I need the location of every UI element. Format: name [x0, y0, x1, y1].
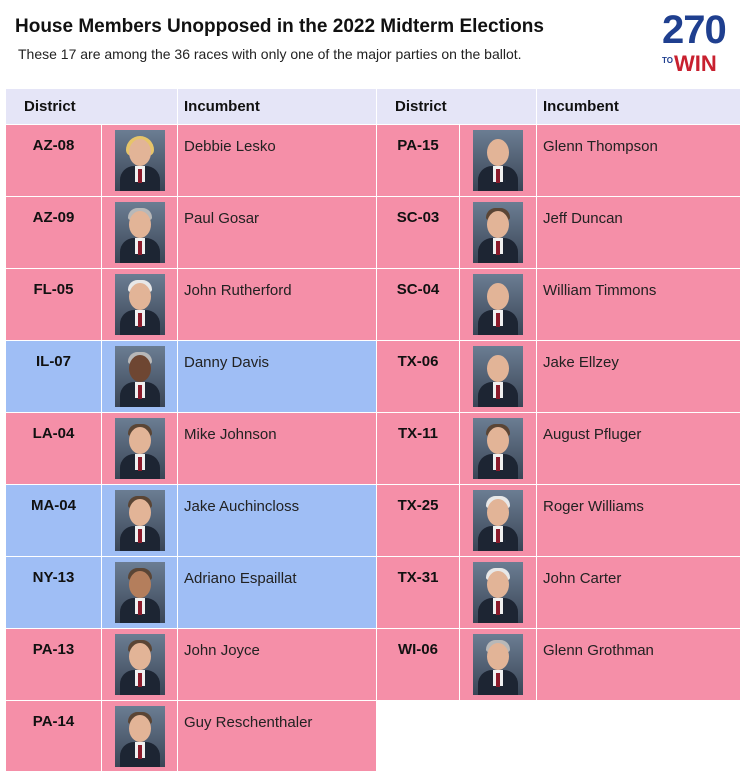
photo-cell [459, 196, 537, 269]
photo-cell [459, 700, 537, 771]
table-row: IL-07 Danny Davis TX-06 Jake Ellzey [5, 340, 741, 413]
table-row: AZ-08 Debbie Lesko PA-15 Glenn Thompson [5, 124, 741, 197]
logo-number: 270 [662, 8, 727, 52]
incumbent-name[interactable]: Jeff Duncan [536, 196, 741, 269]
incumbent-name[interactable]: Jake Ellzey [536, 340, 741, 413]
incumbent-name[interactable]: Guy Reschenthaler [177, 700, 377, 771]
district-cell: IL-07 [5, 340, 102, 413]
portrait-august-pfluger [473, 418, 523, 479]
photo-cell [459, 340, 537, 413]
district-cell: NY-13 [5, 556, 102, 629]
incumbent-name[interactable]: Jake Auchincloss [177, 484, 377, 557]
portrait-john-carter [473, 562, 523, 623]
district-cell: TX-11 [376, 412, 460, 485]
district-cell: SC-03 [376, 196, 460, 269]
portrait-danny-davis [114, 346, 165, 407]
incumbent-name[interactable]: Adriano Espaillat [177, 556, 377, 629]
district-cell: WI-06 [376, 628, 460, 701]
photo-cell [459, 268, 537, 341]
district-cell: TX-31 [376, 556, 460, 629]
district-cell: TX-25 [376, 484, 460, 557]
portrait-guy-reschenthaler [114, 706, 165, 767]
portrait-adriano-espaillat [114, 562, 165, 623]
portrait-mike-johnson [114, 418, 165, 479]
table-row: PA-14 Guy Reschenthaler [5, 700, 741, 771]
photo-cell [101, 700, 178, 771]
portrait-glenn-thompson [473, 130, 523, 191]
photo-cell [101, 124, 178, 197]
column-header-district: District [5, 88, 178, 125]
photo-cell [101, 196, 178, 269]
column-header-district: District [376, 88, 537, 125]
district-cell: SC-04 [376, 268, 460, 341]
portrait-william-timmons [473, 274, 523, 335]
table-row: PA-13 John Joyce WI-06 Glenn Grothman [5, 628, 741, 701]
page-title: House Members Unopposed in the 2022 Midt… [15, 16, 544, 37]
photo-cell [459, 412, 537, 485]
incumbent-name[interactable]: William Timmons [536, 268, 741, 341]
portrait-debbie-lesko [114, 130, 165, 191]
incumbent-name[interactable]: August Pfluger [536, 412, 741, 485]
portrait-john-joyce [114, 634, 165, 695]
photo-cell [459, 628, 537, 701]
logo-to: TO [662, 56, 673, 65]
photo-cell [101, 412, 178, 485]
table-row: MA-04 Jake Auchincloss TX-25 Roger Williams [5, 484, 741, 557]
incumbent-name[interactable]: John Rutherford [177, 268, 377, 341]
district-cell: AZ-08 [5, 124, 102, 197]
district-cell: MA-04 [5, 484, 102, 557]
table-row: AZ-09 Paul Gosar SC-03 Jeff Duncan [5, 196, 741, 269]
table-row: NY-13 Adriano Espaillat TX-31 John Carter [5, 556, 741, 629]
incumbent-name[interactable]: Glenn Grothman [536, 628, 741, 701]
district-cell: FL-05 [5, 268, 102, 341]
photo-cell [459, 124, 537, 197]
photo-cell [101, 484, 178, 557]
270towin-logo[interactable]: 270 TO WIN [662, 10, 732, 76]
district-cell: AZ-09 [5, 196, 102, 269]
district-cell: PA-15 [376, 124, 460, 197]
district-cell: PA-14 [5, 700, 102, 771]
incumbent-name[interactable]: Paul Gosar [177, 196, 377, 269]
portrait-jeff-duncan [473, 202, 523, 263]
table-row: LA-04 Mike Johnson TX-11 August Pfluger [5, 412, 741, 485]
photo-cell [101, 628, 178, 701]
district-cell [376, 700, 460, 771]
portrait-roger-williams [473, 490, 523, 551]
page-subtitle: These 17 are among the 36 races with onl… [18, 46, 522, 62]
incumbent-name[interactable]: John Carter [536, 556, 741, 629]
photo-cell [459, 556, 537, 629]
district-cell: PA-13 [5, 628, 102, 701]
photo-cell [101, 340, 178, 413]
photo-cell [101, 556, 178, 629]
table-row: FL-05 John Rutherford SC-04 William Timmons [5, 268, 741, 341]
incumbent-name [536, 700, 741, 771]
incumbent-name[interactable]: Mike Johnson [177, 412, 377, 485]
column-header-incumbent: Incumbent [177, 88, 377, 125]
portrait-jake-auchincloss [114, 490, 165, 551]
incumbent-name[interactable]: Debbie Lesko [177, 124, 377, 197]
district-cell: TX-06 [376, 340, 460, 413]
logo-win: WIN [674, 51, 717, 76]
incumbent-name[interactable]: Glenn Thompson [536, 124, 741, 197]
district-cell: LA-04 [5, 412, 102, 485]
incumbent-name[interactable]: Danny Davis [177, 340, 377, 413]
table-header-row: District Incumbent District Incumbent [5, 88, 741, 125]
column-header-incumbent: Incumbent [536, 88, 741, 125]
portrait-john-rutherford [114, 274, 165, 335]
incumbent-name[interactable]: Roger Williams [536, 484, 741, 557]
incumbent-name[interactable]: John Joyce [177, 628, 377, 701]
photo-cell [459, 484, 537, 557]
portrait-paul-gosar [114, 202, 165, 263]
unopposed-members-table: District Incumbent District Incumbent AZ… [5, 88, 741, 771]
portrait-glenn-grothman [473, 634, 523, 695]
photo-cell [101, 268, 178, 341]
portrait-jake-ellzey [473, 346, 523, 407]
